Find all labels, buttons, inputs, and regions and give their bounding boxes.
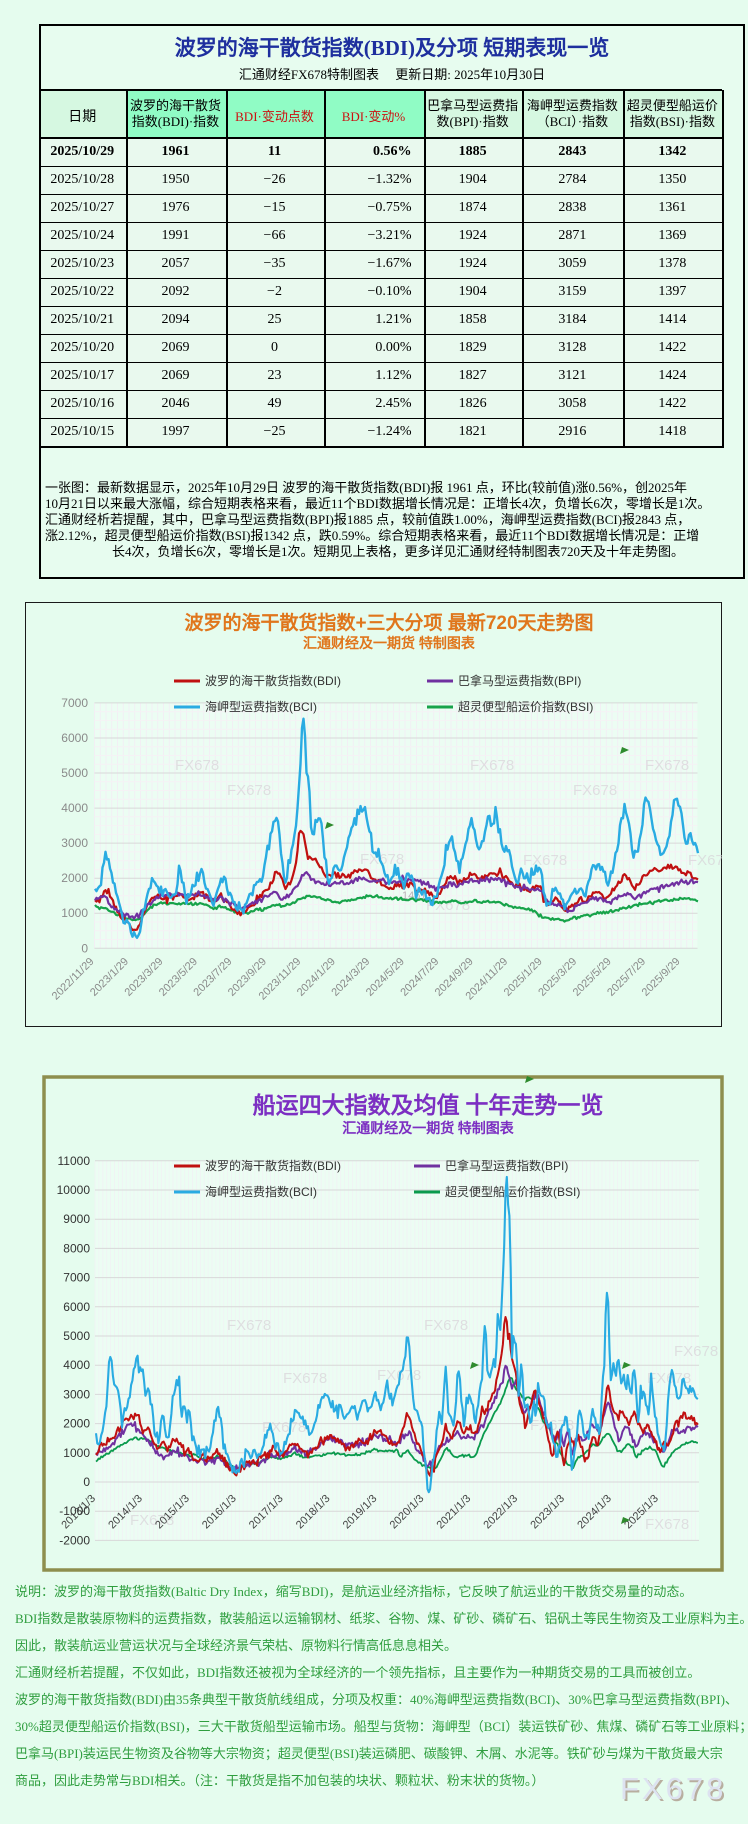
svg-text:11000: 11000 xyxy=(58,1154,91,1168)
svg-text:巴拿马型运费指数(BPI): 巴拿马型运费指数(BPI) xyxy=(445,1158,568,1173)
svg-text:5000: 5000 xyxy=(61,766,88,780)
svg-text:FX678: FX678 xyxy=(523,852,567,869)
svg-text:海岬型运费指数(BCI): 海岬型运费指数(BCI) xyxy=(205,1184,317,1199)
svg-text:8000: 8000 xyxy=(63,1241,90,1255)
svg-text:FX678: FX678 xyxy=(130,1512,174,1529)
svg-text:汇通财经及一期货 特制图表: 汇通财经及一期货 特制图表 xyxy=(303,635,476,651)
svg-text:-1000: -1000 xyxy=(59,1504,90,1518)
svg-text:1000: 1000 xyxy=(63,1446,90,1460)
svg-text:FX678: FX678 xyxy=(175,757,219,774)
svg-text:2000: 2000 xyxy=(63,1417,90,1431)
svg-text:0: 0 xyxy=(81,941,88,955)
svg-text:波罗的海干散货指数+三大分项 最新720天走势图: 波罗的海干散货指数+三大分项 最新720天走势图 xyxy=(184,611,593,634)
svg-text:3000: 3000 xyxy=(61,836,88,850)
svg-text:5000: 5000 xyxy=(63,1329,90,1343)
svg-text:4000: 4000 xyxy=(63,1358,90,1372)
svg-text:0: 0 xyxy=(83,1475,90,1489)
svg-text:巴拿马型运费指数(BPI): 巴拿马型运费指数(BPI) xyxy=(458,673,581,688)
svg-text:FX678: FX678 xyxy=(688,852,722,869)
svg-text:船运四大指数及均值 十年走势一览: 船运四大指数及均值 十年走势一览 xyxy=(253,1092,604,1118)
svg-text:1000: 1000 xyxy=(61,906,88,920)
svg-text:6000: 6000 xyxy=(61,731,88,745)
svg-text:FX678: FX678 xyxy=(647,1370,691,1387)
svg-text:汇通财经及一期货 特制图表: 汇通财经及一期货 特制图表 xyxy=(342,1120,514,1137)
svg-text:波罗的海干散货指数(BDI): 波罗的海干散货指数(BDI) xyxy=(205,1158,341,1173)
svg-text:7000: 7000 xyxy=(63,1271,90,1285)
svg-text:3000: 3000 xyxy=(63,1387,90,1401)
svg-text:超灵便型船运价指数(BSI): 超灵便型船运价指数(BSI) xyxy=(445,1184,580,1199)
svg-text:7000: 7000 xyxy=(61,696,88,710)
svg-text:FX678: FX678 xyxy=(573,782,617,799)
svg-text:-2000: -2000 xyxy=(59,1533,90,1547)
svg-text:4000: 4000 xyxy=(61,801,88,815)
svg-text:2022/11/29: 2022/11/29 xyxy=(50,956,97,1003)
svg-text:海岬型运费指数(BCI): 海岬型运费指数(BCI) xyxy=(205,699,317,714)
svg-text:FX678: FX678 xyxy=(645,1516,689,1533)
svg-text:FX678: FX678 xyxy=(645,757,689,774)
svg-text:FX678: FX678 xyxy=(470,757,514,774)
svg-text:9000: 9000 xyxy=(63,1212,90,1226)
svg-text:FX678: FX678 xyxy=(227,1317,271,1334)
svg-text:FX678: FX678 xyxy=(424,1317,468,1334)
svg-text:FX678: FX678 xyxy=(674,1343,718,1360)
svg-text:2000: 2000 xyxy=(61,871,88,885)
svg-text:波罗的海干散货指数(BDI): 波罗的海干散货指数(BDI) xyxy=(205,673,341,688)
svg-text:超灵便型船运价指数(BSI): 超灵便型船运价指数(BSI) xyxy=(458,699,593,714)
svg-text:FX678: FX678 xyxy=(360,851,404,868)
svg-text:FX678: FX678 xyxy=(283,1370,327,1387)
svg-text:6000: 6000 xyxy=(63,1300,90,1314)
svg-text:FX678: FX678 xyxy=(227,782,271,799)
svg-text:10000: 10000 xyxy=(57,1183,91,1197)
